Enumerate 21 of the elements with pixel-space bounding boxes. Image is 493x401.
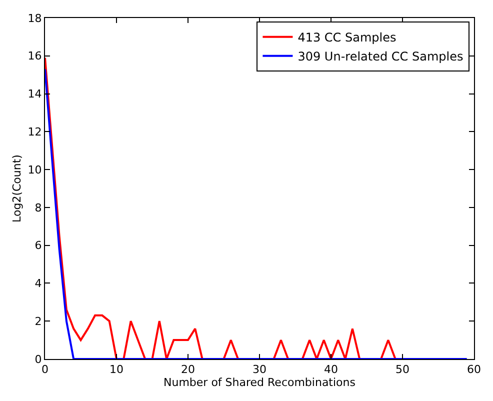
y-tick-label: 2 bbox=[34, 314, 42, 328]
line-series bbox=[45, 68, 468, 359]
y-tick-label: 8 bbox=[34, 201, 42, 214]
y-tick-label: 10 bbox=[28, 163, 42, 176]
y-tick-label: 12 bbox=[28, 126, 42, 139]
y-tick-label: 6 bbox=[34, 239, 42, 252]
x-tick-label: 20 bbox=[181, 363, 195, 376]
y-axis-title: Log2(Count) bbox=[10, 154, 24, 222]
y-tick-label: 14 bbox=[28, 88, 42, 101]
x-tick-label: 50 bbox=[396, 363, 410, 376]
x-tick-label: 40 bbox=[324, 363, 338, 376]
y-tick-label: 4 bbox=[34, 277, 42, 290]
legend-label: 413 CC Samples bbox=[298, 30, 396, 45]
y-tick-label: 16 bbox=[28, 50, 42, 63]
x-tick-label: 10 bbox=[110, 363, 124, 376]
x-tick-label: 30 bbox=[252, 363, 266, 376]
y-tick-label: 18 bbox=[28, 12, 42, 25]
y-tick-label: 0 bbox=[34, 352, 42, 366]
legend-label: 309 Un-related CC Samples bbox=[298, 50, 464, 64]
x-axis-title: Number of Shared Recombinations bbox=[164, 376, 356, 390]
x-tick-label: 60 bbox=[467, 363, 481, 376]
